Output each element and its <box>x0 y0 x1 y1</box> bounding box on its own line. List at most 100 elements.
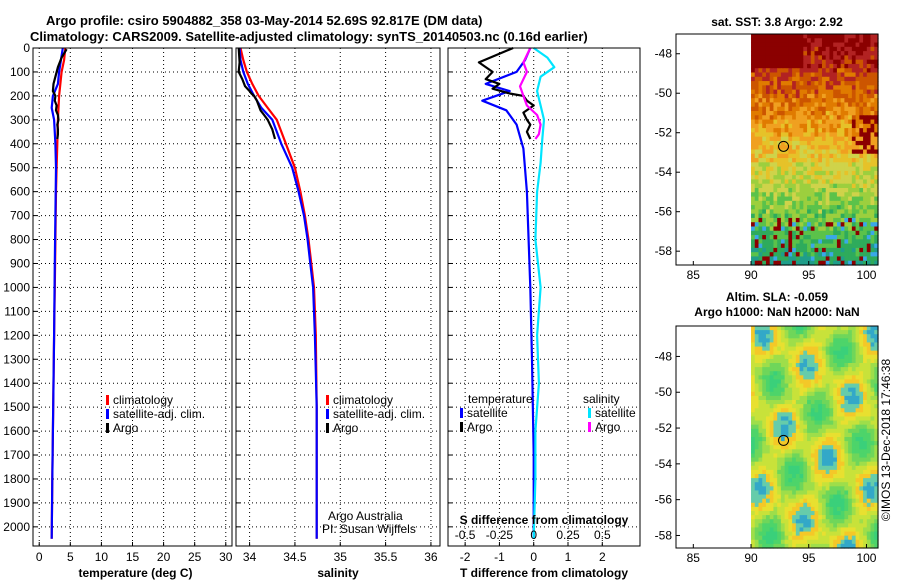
map-cell <box>863 230 868 236</box>
map-cell <box>765 387 771 393</box>
map-cell <box>863 457 868 463</box>
map-cell <box>844 502 849 508</box>
map-cell <box>769 441 775 446</box>
map-cell <box>810 55 816 61</box>
map-cell <box>765 367 771 372</box>
map-cell <box>807 72 812 78</box>
map-cell <box>780 196 786 202</box>
map-cell <box>784 162 789 168</box>
map-cell <box>818 68 823 74</box>
map-cell <box>795 494 801 500</box>
map-cell <box>777 123 782 129</box>
map-cell <box>777 170 782 176</box>
map-cell <box>773 350 778 356</box>
map-cell <box>780 76 786 82</box>
map-cell <box>810 515 816 520</box>
map-cell <box>792 209 797 215</box>
map-cell <box>807 213 812 219</box>
map-cell <box>870 252 875 258</box>
map-cell <box>788 342 793 348</box>
map-cell <box>777 51 782 56</box>
map-cell <box>814 179 819 185</box>
map-cell <box>829 226 834 232</box>
map-cell <box>784 230 789 236</box>
map-cell <box>777 153 782 159</box>
map-cell <box>792 519 797 524</box>
map-cell <box>836 209 842 215</box>
map-cell <box>777 239 782 245</box>
map-cell <box>818 243 823 249</box>
map-cell <box>840 469 845 475</box>
map-cell <box>799 140 804 146</box>
map-cell <box>866 188 872 193</box>
map-cell <box>758 539 763 545</box>
map-cell <box>751 494 756 500</box>
map-cell <box>848 408 853 413</box>
map-cell <box>780 391 786 397</box>
map-cell <box>769 260 775 266</box>
map-cell <box>866 179 872 185</box>
map-cell <box>848 102 853 108</box>
map-cell <box>825 239 831 245</box>
legend-label: climatology <box>113 393 173 407</box>
map-cell <box>762 128 767 133</box>
map-cell <box>859 511 864 516</box>
map-cell <box>818 371 823 376</box>
map-cell <box>836 158 842 163</box>
map-cell <box>840 235 845 240</box>
map-cell <box>818 46 823 52</box>
map-cell <box>836 170 842 176</box>
map-cell <box>777 482 782 487</box>
map-cell <box>829 395 834 401</box>
map-cell <box>773 192 778 198</box>
map-cell <box>844 457 849 463</box>
map-cell <box>773 217 778 223</box>
map-cell <box>855 539 860 545</box>
map-cell <box>807 230 812 236</box>
argo-position-marker <box>778 434 790 446</box>
map-cell <box>754 498 760 504</box>
map-cell <box>769 535 775 541</box>
map-cell <box>829 230 834 236</box>
map-cell <box>870 445 875 450</box>
map-cell <box>859 196 864 202</box>
map-cell <box>855 363 860 368</box>
map-cell <box>754 260 760 266</box>
map-cell <box>788 239 793 245</box>
map-cell <box>788 354 793 360</box>
map-cell <box>814 34 819 39</box>
map-cell <box>788 93 793 99</box>
map-cell <box>821 38 827 44</box>
map-cell <box>833 46 838 52</box>
map-cell <box>814 334 819 339</box>
map-cell <box>840 209 845 215</box>
map-cell <box>784 367 789 372</box>
map-cell <box>866 424 872 430</box>
map-cell <box>870 432 875 438</box>
map-cell <box>788 68 793 74</box>
map-cell <box>844 115 849 121</box>
map-cell <box>833 379 838 385</box>
map-cell <box>874 486 879 492</box>
map-cell <box>758 465 763 471</box>
map-cell <box>844 461 849 467</box>
map-cell <box>814 230 819 236</box>
map-cell <box>784 354 789 360</box>
map-cell <box>769 346 775 352</box>
map-cell <box>825 252 831 258</box>
map-cell <box>765 490 771 496</box>
map-cell <box>765 478 771 483</box>
map-cell <box>870 217 875 223</box>
map-cell <box>870 400 875 405</box>
map-cell <box>870 226 875 232</box>
map-cell <box>814 123 819 129</box>
map-cell <box>821 490 827 496</box>
map-cell <box>788 326 793 331</box>
map-cell <box>792 342 797 348</box>
map-cell <box>825 98 831 104</box>
map-cell <box>821 239 827 245</box>
map-cell <box>814 158 819 163</box>
map-cell <box>874 449 879 455</box>
map-cell <box>762 515 767 520</box>
map-cell <box>769 330 775 335</box>
